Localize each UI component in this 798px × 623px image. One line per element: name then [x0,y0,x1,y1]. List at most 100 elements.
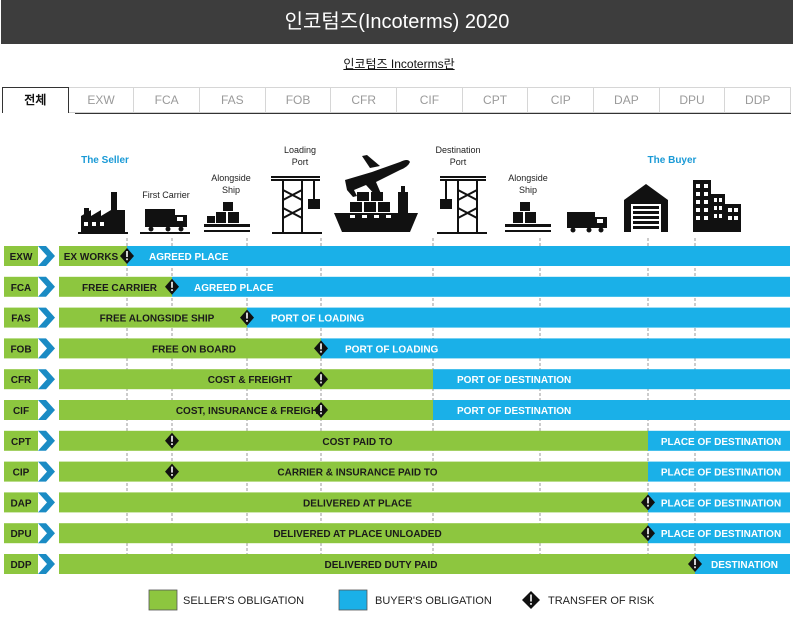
seller-obligation-label: COST PAID TO [322,437,392,448]
code-chevron-icon [38,554,55,574]
code-badge [4,369,38,390]
buyer-obligation-label: PORT OF LOADING [345,344,439,355]
code-chevron-icon [38,523,55,544]
seller-obligation-label: FREE ON BOARD [152,344,236,355]
seller-obligation-bar [59,461,648,482]
seller-obligation-bar [59,554,695,574]
incoterm-row-dpu[interactable]: DPU DELIVERED AT PLACE UNLOADED PLACE OF D… [4,523,790,544]
code-badge [4,523,38,544]
incoterms-info-link[interactable]: 인코텀즈 Incoterms란 [343,57,455,71]
tab-ddp[interactable]: DDP [725,87,792,113]
seller-obligation-bar [59,369,433,390]
code-chevron-icon [38,461,55,482]
incoterms-diagram: The Seller First Carrier Alongside Ship … [4,145,790,611]
code-badge [4,276,38,297]
legend: SELLER'S OBLIGATION BUYER'S OBLIGATION T… [148,589,655,611]
tab-cip[interactable]: CIP [528,87,595,113]
buyer-obligation-label: PORT OF DESTINATION [457,375,571,386]
code-chevron-icon [38,338,55,359]
tab-dpu[interactable]: DPU [659,87,726,113]
buyer-obligation-label: PLACE OF DESTINATION [661,498,781,509]
incoterm-row-fob[interactable]: FOB FREE ON BOARD PORT OF LOADING [4,338,790,359]
buyer-obligation-label: PLACE OF DESTINATION [661,529,781,540]
code-chevron-icon [38,246,55,266]
incoterm-row-ddp[interactable]: DDP DELIVERED DUTY PAID DESTINATION [4,554,790,574]
buyer-obligation-bar [648,461,790,482]
buyer-obligation-label: AGREED PLACE [149,252,229,263]
incoterm-code: DAP [10,498,31,509]
tab-fas[interactable]: FAS [200,87,266,113]
risk-diamond-icon [522,591,540,609]
code-chevron-icon [38,276,55,297]
incoterm-row-dap[interactable]: DAP DELIVERED AT PLACE PLACE OF DESTINATIO… [4,492,790,513]
stage-label-alongside-ship-2-l1: Alongside [508,173,548,183]
buyer-obligation-label: PORT OF LOADING [271,314,365,325]
code-badge [4,307,38,328]
code-badge [4,338,38,359]
stage-label-loading-port-l2: Port [292,157,309,167]
seller-obligation-bar [59,400,433,420]
incoterm-code: FOB [10,344,31,355]
tab-divider [75,113,791,114]
factory-icon [78,192,128,234]
tab-dap[interactable]: DAP [594,87,660,113]
stage-label-first-carrier: First Carrier [142,190,190,200]
seller-obligation-bar [59,338,321,359]
incoterm-row-cip[interactable]: CIP CARRIER & INSURANCE PAID TO PLACE OF D… [4,461,790,482]
seller-obligation-label: EX WORKS [64,252,119,263]
incoterm-code: EXW [10,252,33,263]
buyer-obligation-label: DESTINATION [711,560,778,571]
stage-label-destination-port-l1: Destination [435,145,480,155]
incoterm-code: CFR [11,375,32,386]
buyer-obligation-bar [321,338,790,359]
incoterm-row-fca[interactable]: FCA FREE CARRIER AGREED PLACE [4,276,790,297]
tab-cif[interactable]: CIF [397,87,463,113]
tab-cfr[interactable]: CFR [331,87,398,113]
buyer-obligation-bar [172,276,790,297]
code-chevron-icon [38,307,55,328]
seller-obligation-label: COST, INSURANCE & FREIGHT [176,406,324,417]
risk-transfer-icon [688,556,702,572]
legend-buyer-label: BUYER'S OBLIGATION [375,595,492,607]
risk-transfer-icon [641,525,655,542]
risk-transfer-icon [165,432,179,449]
tab-all[interactable]: 전체 [2,87,69,113]
cargo-boxes-icon-2 [505,202,551,232]
tab-cpt[interactable]: CPT [462,87,529,113]
tab-exw[interactable]: EXW [68,87,135,113]
buyer-obligation-bar [127,246,790,266]
cargo-ship-icon [334,186,418,232]
legend-seller-swatch [148,589,178,611]
buyer-obligation-bar [648,430,790,451]
legend-risk-label: TRANSFER OF RISK [548,595,655,607]
incoterm-row-cfr[interactable]: CFR COST & FREIGHT PORT OF DESTINATION [4,369,790,390]
seller-obligation-bar [59,307,247,328]
incoterm-row-cpt[interactable]: CPT COST PAID TO PLACE OF DESTINATION [4,430,790,451]
loading-port-crane-icon [271,176,322,234]
code-chevron-icon [38,400,55,420]
stage-label-alongside-ship-1-l1: Alongside [211,173,251,183]
stage-label-loading-port-l1: Loading [284,145,316,155]
tab-fob[interactable]: FOB [265,87,332,113]
code-badge [4,461,38,482]
incoterm-row-fas[interactable]: FAS FREE ALONGSIDE SHIP PORT OF LOADING [4,307,790,328]
incoterm-row-cif[interactable]: CIF COST, INSURANCE & FREIGHT PORT OF DEST… [4,400,790,420]
seller-obligation-bar [59,523,648,544]
incoterm-row-exw[interactable]: EXW EX WORKS AGREED PLACE [4,246,790,266]
legend-seller-label: SELLER'S OBLIGATION [183,595,304,607]
code-badge [4,554,38,574]
incoterm-rows: EXW EX WORKS AGREED PLACE FCA FREE CARRIER AG… [4,246,790,574]
risk-transfer-icon [165,278,179,295]
code-chevron-icon [38,492,55,513]
stage-label-alongside-ship-2-l2: Ship [519,185,537,195]
city-buildings-icon [693,180,741,232]
stage-label-buyer: The Buyer [648,155,697,166]
tab-fca[interactable]: FCA [134,87,201,113]
seller-obligation-label: DELIVERED AT PLACE UNLOADED [273,529,441,540]
warehouse-icon [624,184,668,232]
risk-transfer-icon [314,340,328,357]
seller-obligation-label: FREE CARRIER [82,283,158,294]
incoterm-code: CIP [13,468,30,479]
seller-obligation-label: CARRIER & INSURANCE PAID TO [277,468,437,479]
incoterm-code: FAS [11,314,31,325]
